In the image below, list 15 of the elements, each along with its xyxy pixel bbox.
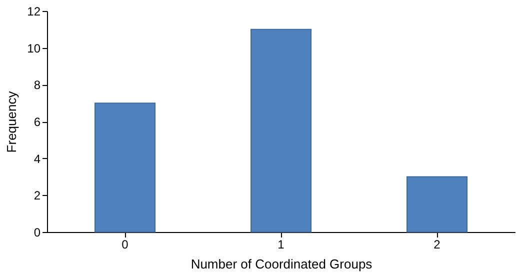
y-tick-label: 12 — [27, 4, 41, 18]
y-axis-title: Frequency — [4, 90, 20, 153]
y-tick-label: 8 — [34, 78, 41, 92]
y-tick-label: 6 — [34, 115, 41, 129]
bar — [250, 28, 312, 232]
y-tick-label: 10 — [27, 41, 41, 56]
y-tick-label: 4 — [34, 152, 41, 166]
y-tick-label: 0 — [34, 226, 41, 240]
x-tick-label: 2 — [434, 238, 441, 252]
x-axis-title: Number of Coordinated Groups — [190, 256, 373, 272]
y-tick-label: 2 — [34, 188, 41, 203]
bar — [94, 102, 156, 232]
x-tick-label: 1 — [278, 238, 285, 252]
x-tick-label: 0 — [122, 238, 129, 252]
bar — [406, 176, 468, 232]
